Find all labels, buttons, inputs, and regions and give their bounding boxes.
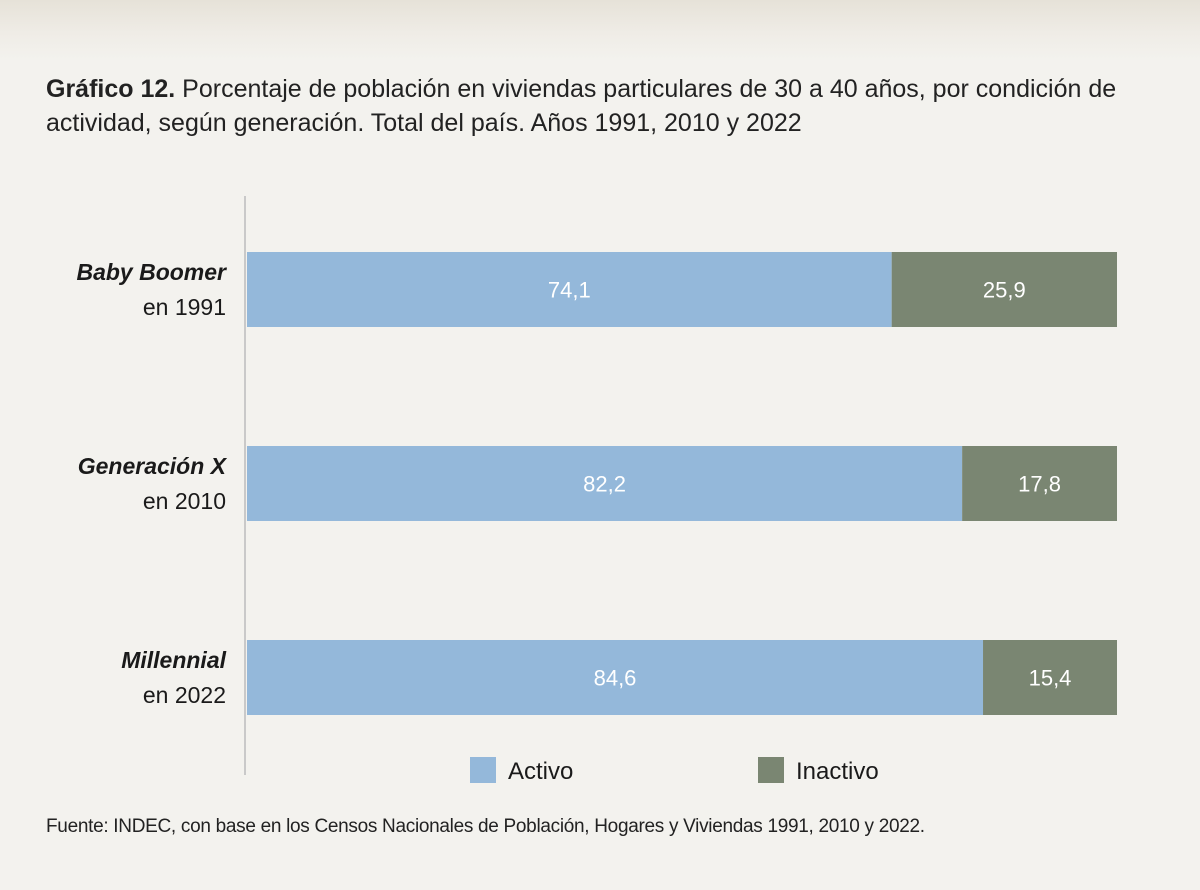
data-label-inactivo-1: 17,8: [1018, 472, 1061, 497]
bar-inactivo-2: [983, 640, 1117, 715]
category-label-1: Generación X: [78, 453, 228, 479]
data-label-inactivo-2: 15,4: [1029, 666, 1072, 691]
source-note: Fuente: INDEC, con base en los Censos Na…: [46, 816, 925, 837]
chart-title-text: Porcentaje de población en viviendas par…: [46, 75, 1117, 137]
header-texture: [0, 0, 1200, 60]
legend-label-activo: Activo: [508, 758, 573, 785]
chart-title-bold: Gráfico 12.: [46, 75, 176, 103]
category-sublabel-0: en 1991: [143, 294, 226, 320]
data-label-activo-2: 84,6: [594, 666, 637, 691]
category-label-2: Millennial: [121, 647, 226, 673]
legend-swatch-inactivo: [758, 757, 784, 783]
category-label-0: Baby Boomer: [76, 259, 227, 285]
category-sublabel-2: en 2022: [143, 682, 226, 708]
category-sublabel-1: en 2010: [143, 488, 226, 514]
data-label-activo-1: 82,2: [583, 472, 626, 497]
bar-activo-2: [247, 640, 984, 715]
bar-activo-1: [247, 446, 963, 521]
legend-swatch-activo: [470, 757, 496, 783]
bar-inactivo-1: [962, 446, 1117, 521]
data-label-inactivo-0: 25,9: [983, 278, 1026, 303]
legend-label-inactivo: Inactivo: [796, 758, 879, 785]
bar-inactivo-0: [891, 252, 1117, 327]
chart-title: Gráfico 12. Porcentaje de población en v…: [46, 72, 1166, 140]
bar-activo-0: [247, 252, 892, 327]
data-label-activo-0: 74,1: [548, 278, 591, 303]
